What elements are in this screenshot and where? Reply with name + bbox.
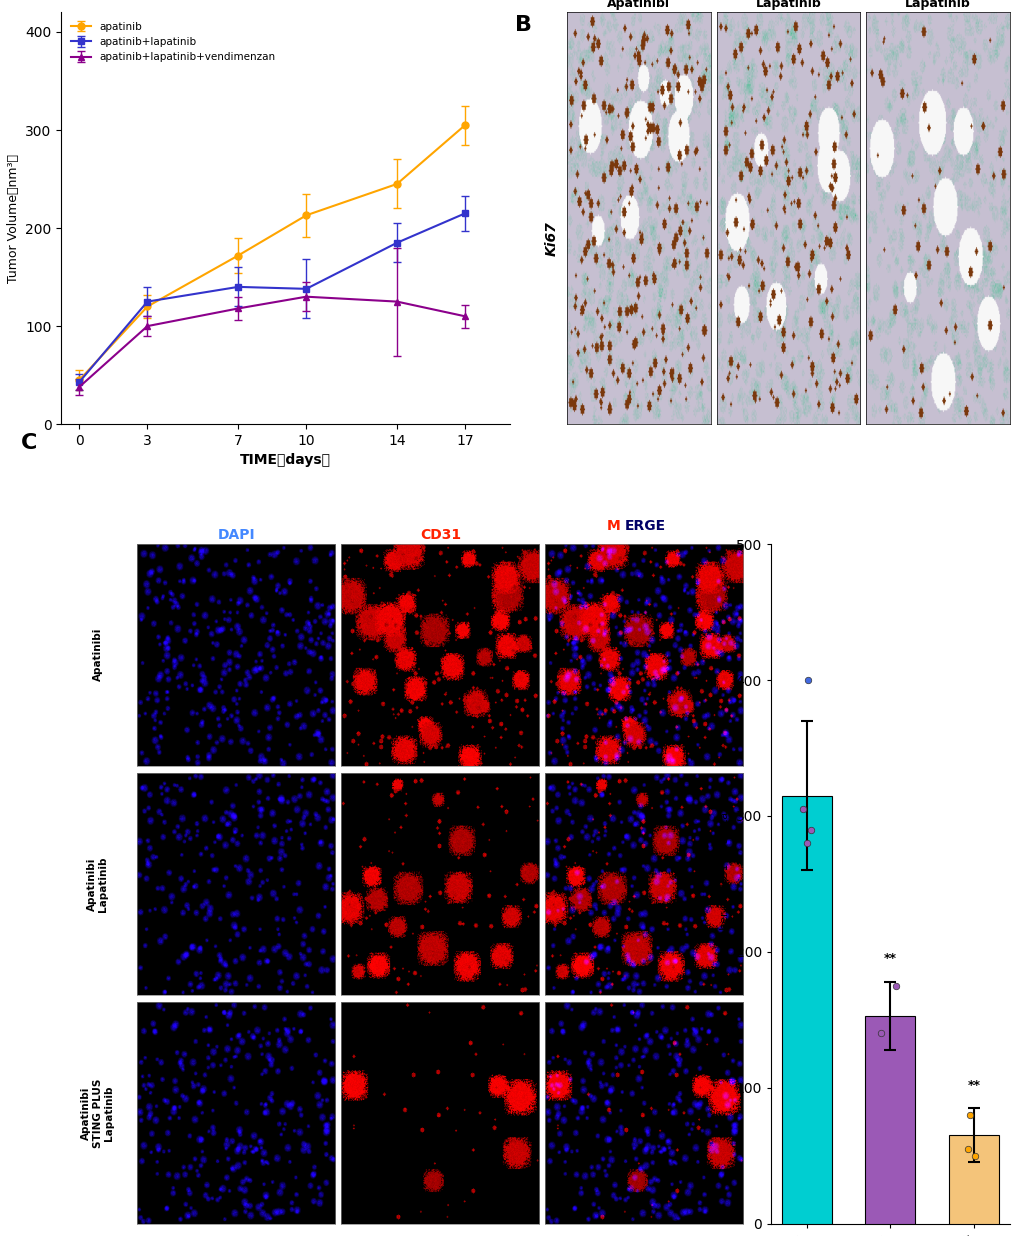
Text: Apatinibi: Apatinibi bbox=[93, 628, 103, 681]
Y-axis label: Tumor Volume（nm³）: Tumor Volume（nm³） bbox=[6, 153, 19, 283]
Bar bbox=[948, 1136, 998, 1224]
Text: Apatinibi
Lapatinib: Apatinibi Lapatinib bbox=[87, 857, 108, 912]
Legend: apatinib, apatinib+lapatinib, apatinib+lapatinib+vendimenzan: apatinib, apatinib+lapatinib, apatinib+l… bbox=[66, 17, 280, 67]
Point bbox=[798, 833, 814, 853]
Bar bbox=[864, 1016, 915, 1224]
Bar bbox=[782, 796, 832, 1224]
X-axis label: TIME（days）: TIME（days） bbox=[240, 454, 331, 467]
Point bbox=[794, 800, 810, 819]
Text: **: ** bbox=[883, 953, 896, 965]
Text: M: M bbox=[606, 519, 620, 533]
Text: ERGE: ERGE bbox=[624, 519, 665, 533]
Title: CD31: CD31 bbox=[420, 528, 461, 541]
Y-axis label: number of CD31+ puncta: number of CD31+ puncta bbox=[719, 812, 730, 955]
Text: **: ** bbox=[966, 1079, 979, 1091]
Point bbox=[887, 976, 903, 996]
Text: B: B bbox=[515, 15, 532, 35]
Point bbox=[959, 1140, 975, 1159]
Point bbox=[799, 670, 815, 690]
Title: Apatinibi
STING PLUS
Lapatinib: Apatinibi STING PLUS Lapatinib bbox=[896, 0, 978, 10]
Title: Apatinibi
Lapatinib: Apatinibi Lapatinib bbox=[755, 0, 820, 10]
Point bbox=[802, 819, 818, 839]
Point bbox=[872, 1023, 889, 1043]
Text: C: C bbox=[20, 433, 37, 452]
Title: Apatinibi: Apatinibi bbox=[606, 0, 669, 10]
Text: Ki67: Ki67 bbox=[544, 221, 557, 256]
Point bbox=[965, 1146, 981, 1166]
Title: DAPI: DAPI bbox=[217, 528, 255, 541]
Point bbox=[961, 1105, 977, 1125]
Text: Apatinibi
STING PLUS
Lapatinib: Apatinibi STING PLUS Lapatinib bbox=[81, 1079, 114, 1148]
